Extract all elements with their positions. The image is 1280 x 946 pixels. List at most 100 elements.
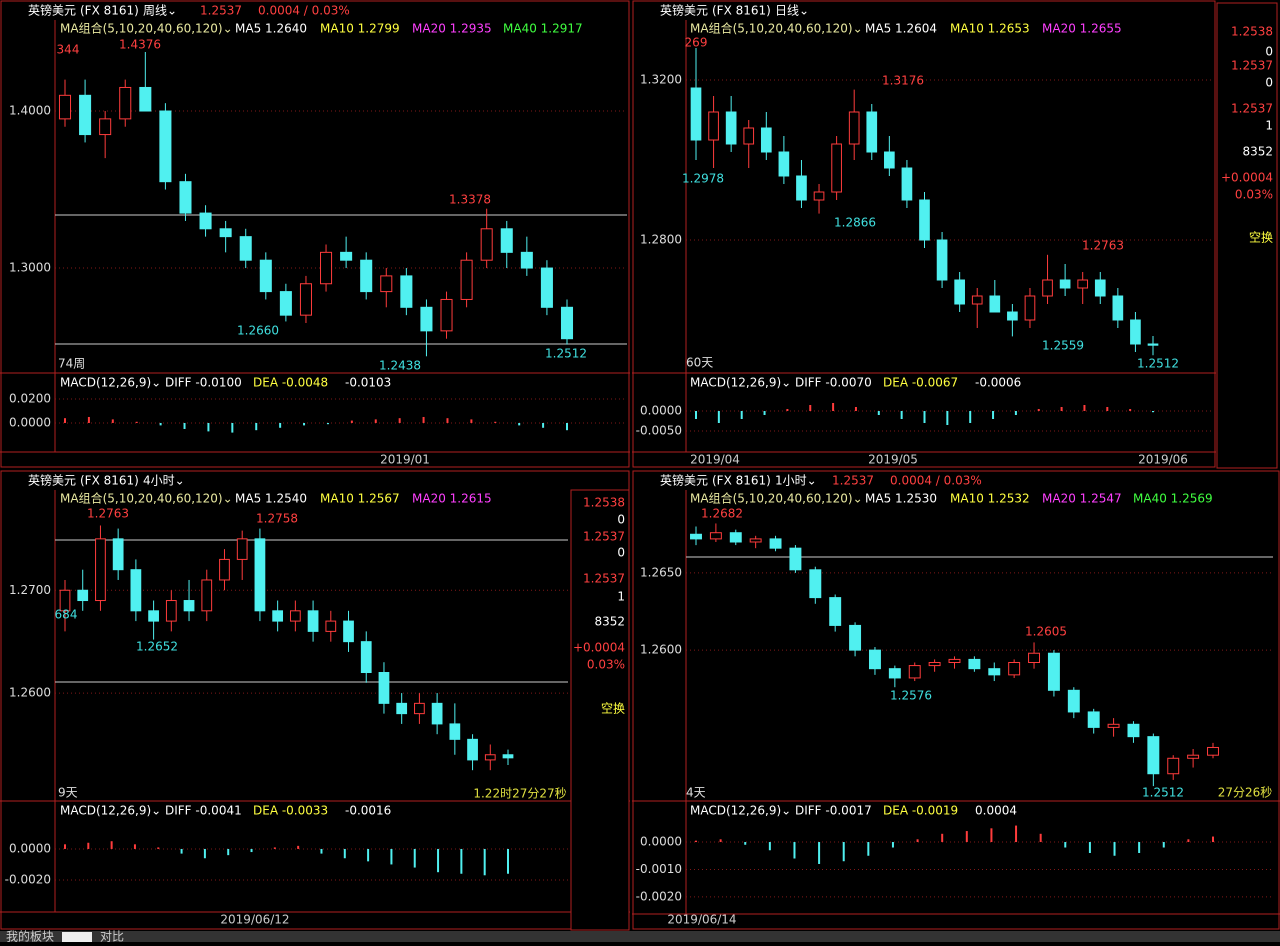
candle-body	[919, 199, 930, 241]
side-info: 0	[617, 513, 625, 527]
period[interactable]: 1小时⌄	[775, 474, 817, 488]
ma-legend: MA10 1.2532	[950, 492, 1030, 506]
price-label: 684	[55, 608, 78, 622]
candle-body	[749, 538, 762, 543]
macd-legend[interactable]: MACD(12,26,9)⌄	[60, 376, 161, 390]
candle-body	[725, 111, 737, 145]
side-info: 8352	[1242, 145, 1273, 159]
candle-body	[343, 620, 354, 643]
side-info: 0.03%	[1235, 188, 1273, 202]
candle-body	[77, 589, 89, 602]
count-label: 74周	[58, 357, 85, 371]
candle-body	[502, 754, 514, 759]
candle-body	[378, 672, 390, 704]
count-label: 4天	[686, 786, 706, 800]
side-info: 1.2538	[1231, 25, 1273, 39]
candle-body	[340, 251, 353, 261]
ma-legend[interactable]: MA组合(5,10,20,40,60,120)⌄	[690, 21, 863, 36]
candle-body	[449, 723, 461, 740]
ma-legend: MA20 1.2655	[1042, 22, 1122, 36]
ma-legend[interactable]: MA组合(5,10,20,40,60,120)⌄	[60, 491, 233, 506]
candle-body	[866, 111, 878, 153]
ma-legend: MA40 1.2569	[1133, 492, 1213, 506]
panel-frame	[632, 0, 1216, 468]
candle-body	[500, 228, 513, 253]
candle-body	[179, 181, 192, 214]
side-info: 0	[1265, 45, 1273, 59]
candle-body	[420, 306, 433, 332]
candle-body	[396, 702, 408, 715]
y-tick-label: 1.2600	[640, 643, 682, 657]
price-label: 269	[685, 36, 708, 50]
macd-legend: DEA -0.0019	[883, 804, 958, 818]
candle-body	[289, 610, 301, 622]
candle-body	[1067, 689, 1080, 713]
candle-body	[201, 579, 213, 612]
candle-body	[1007, 311, 1018, 321]
candle-body	[936, 239, 948, 281]
macd-legend[interactable]: MACD(12,26,9)⌄	[690, 376, 791, 390]
macd-legend[interactable]: MACD(12,26,9)⌄	[690, 804, 791, 818]
ma-legend[interactable]: MA组合(5,10,20,40,60,120)⌄	[60, 21, 233, 36]
candle-body	[868, 649, 881, 670]
candle-body	[901, 167, 913, 201]
candle-body	[112, 538, 124, 571]
side-info: 0	[617, 546, 625, 560]
candle-body	[440, 298, 453, 332]
candle-body	[360, 641, 372, 674]
price-label: 1.2438	[379, 359, 421, 373]
candle-body	[778, 151, 790, 177]
candle-body	[236, 538, 248, 560]
candle-body	[272, 610, 284, 622]
macd-legend: DEA -0.0048	[253, 376, 328, 390]
ma-legend: MA10 1.2799	[320, 22, 400, 36]
candle-body	[414, 702, 425, 715]
candle-body	[199, 212, 212, 230]
candle-body	[560, 306, 574, 340]
price-label: 1.2512	[1142, 786, 1184, 800]
macd-legend: -0.0103	[345, 376, 391, 390]
ma-legend: MA5 1.2530	[865, 492, 937, 506]
candle-body	[928, 661, 941, 667]
ma-legend: MA40 1.2917	[503, 22, 583, 36]
candle-body	[954, 279, 965, 305]
candle-body	[58, 94, 72, 120]
candle-body	[971, 295, 983, 305]
candle-body	[968, 658, 981, 670]
candle-body	[849, 624, 862, 651]
candle-body	[320, 251, 333, 285]
macd-legend: -0.0016	[345, 804, 391, 818]
candle-body	[1167, 757, 1180, 775]
macd-legend: DIFF -0.0017	[795, 804, 872, 818]
candle-body	[1112, 295, 1124, 321]
candle-body	[59, 589, 71, 612]
period[interactable]: 4小时⌄	[143, 474, 185, 488]
status-item[interactable]: 我的板块	[6, 929, 54, 944]
price-label: 1.2512	[1137, 357, 1179, 371]
candle-body	[360, 259, 373, 293]
candle-body	[809, 569, 822, 599]
ma-legend[interactable]: MA组合(5,10,20,40,60,120)⌄	[690, 491, 863, 506]
status-item[interactable]: 对比	[100, 930, 124, 944]
side-info: 1.2538	[583, 496, 625, 510]
side-info[interactable]: 空换	[1249, 231, 1273, 245]
price-label: 1.2763	[1082, 239, 1124, 253]
macd-legend[interactable]: MACD(12,26,9)⌄	[60, 804, 161, 818]
candle-body	[1042, 279, 1053, 297]
candle-body	[400, 275, 413, 308]
count-label: 60天	[686, 356, 713, 370]
period[interactable]: 日线⌄	[775, 4, 809, 18]
candle-body	[729, 532, 742, 543]
change: 0.0004 / 0.03%	[890, 474, 982, 488]
side-info[interactable]: 空换	[601, 702, 625, 716]
y-tick-label: 0.0000	[9, 841, 51, 855]
side-info: 1.2537	[1231, 102, 1273, 116]
candle-body	[1024, 295, 1036, 321]
candle-body	[467, 738, 478, 761]
candle-body	[948, 658, 961, 663]
period[interactable]: 周线⌄	[143, 4, 177, 18]
ma-legend: MA5 1.2640	[235, 22, 307, 36]
y-tick-label: 1.2600	[9, 686, 51, 700]
y-tick-label: 1.3000	[9, 261, 51, 275]
candle-body	[1077, 279, 1089, 289]
